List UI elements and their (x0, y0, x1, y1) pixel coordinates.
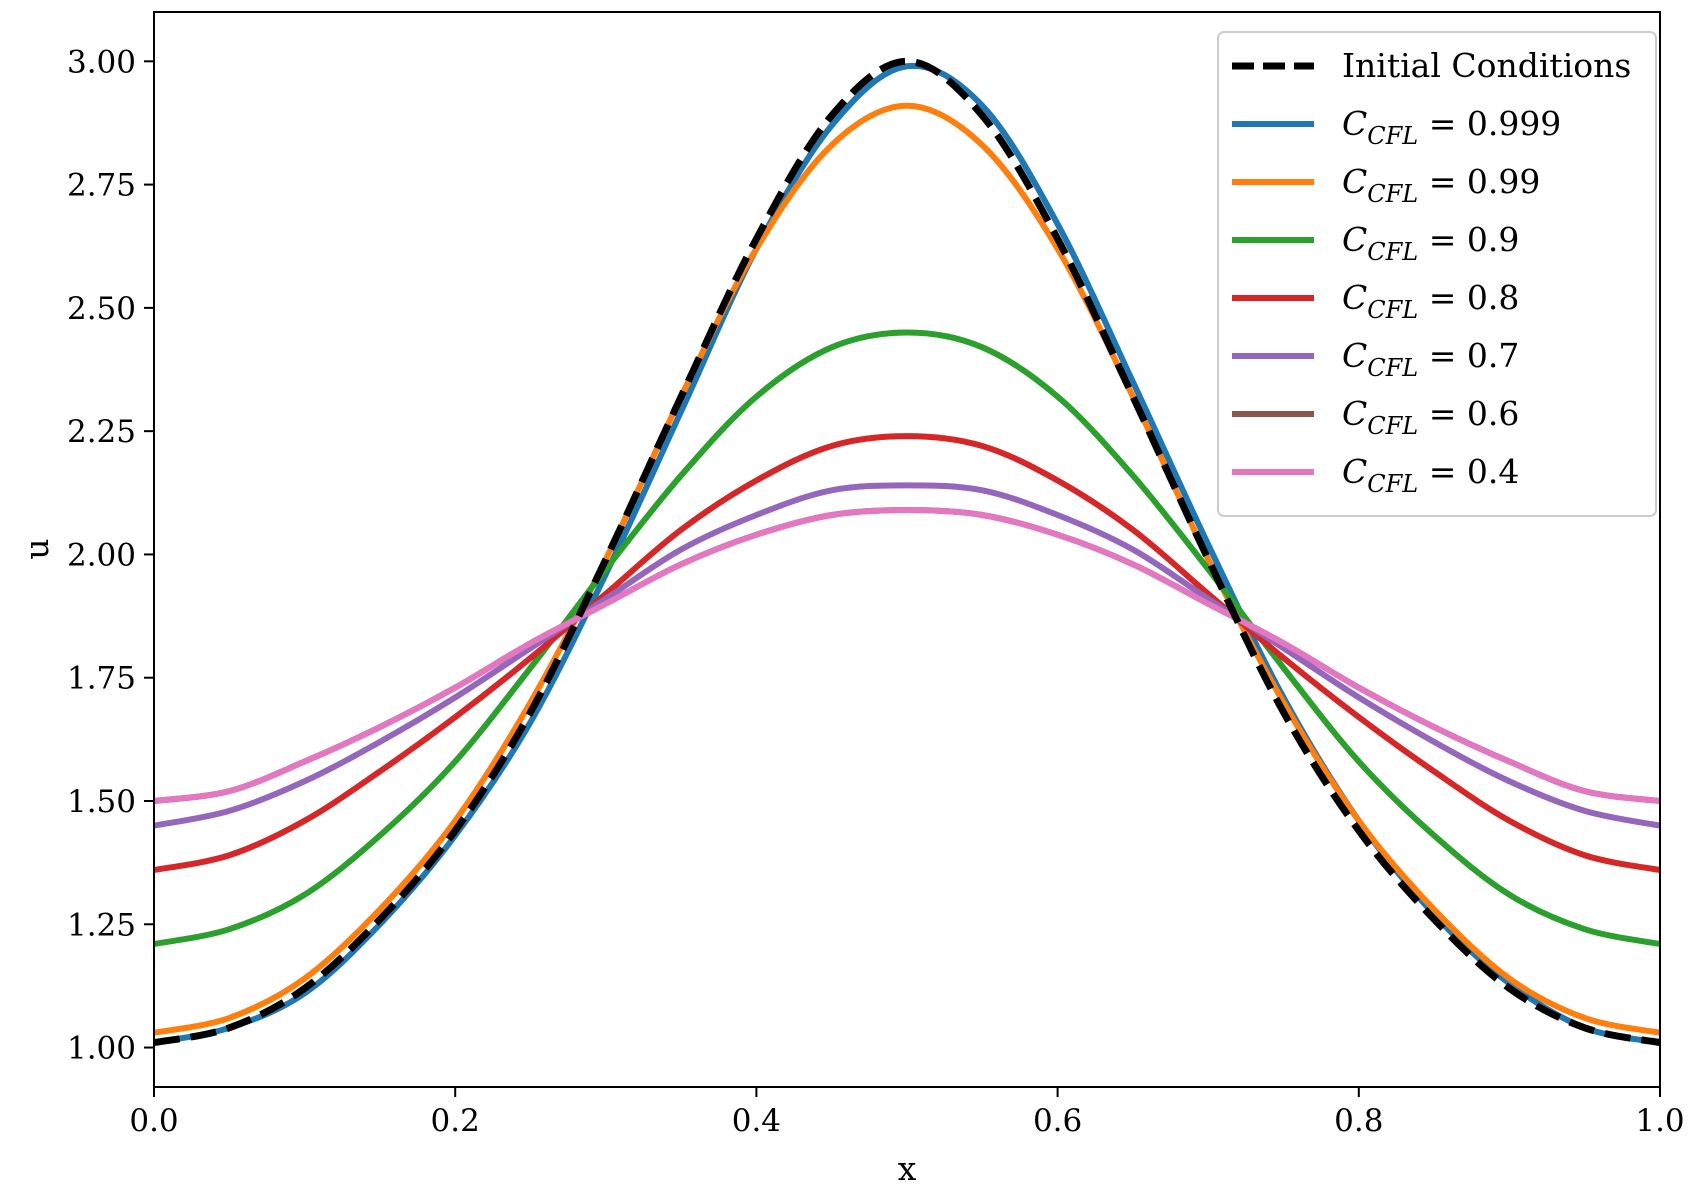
series-lines (154, 57, 1660, 1047)
y-tick-label: 2.50 (67, 291, 136, 327)
y-axis-label: u (17, 538, 56, 559)
x-axis-label: x (898, 1149, 917, 1188)
y-tick-label: 3.00 (67, 44, 136, 80)
series-line-3 (154, 329, 1660, 947)
legend-entry-label: CCFL = 0.9 (1342, 220, 1519, 266)
x-tick-label: 0.2 (431, 1103, 480, 1139)
legend: Initial Conditions CCFL = 0.999 CCFL = 0.9… (1217, 31, 1657, 517)
series-line-4 (154, 433, 1660, 873)
legend-entry-label: CCFL = 0.8 (1342, 278, 1519, 324)
x-tick-label: 0.0 (129, 1103, 178, 1139)
x-tick-label: 0.8 (1334, 1103, 1383, 1139)
legend-entry-label: CCFL = 0.99 (1342, 162, 1540, 208)
series-line-7 (154, 507, 1660, 804)
series-line-2 (154, 102, 1660, 1036)
y-tick-label: 2.25 (67, 414, 136, 450)
series-line-6 (154, 507, 1660, 804)
axis-ticks: 0.0 0.2 0.4 0.6 0.8 1.0 1.00 1.25 1.50 1.75 2.00 2.… (67, 44, 1685, 1139)
legend-box (1217, 31, 1657, 517)
legend-entry-label: Initial Conditions (1342, 46, 1631, 85)
x-tick-label: 0.6 (1033, 1103, 1082, 1139)
series-line-0 (154, 57, 1660, 1047)
y-tick-label: 1.50 (67, 784, 136, 820)
y-tick-label: 2.00 (67, 537, 136, 573)
legend-entry-label: CCFL = 0.4 (1342, 452, 1519, 498)
legend-entry-label: CCFL = 0.7 (1342, 336, 1519, 382)
y-tick-label: 1.25 (67, 907, 136, 943)
y-tick-label: 1.00 (67, 1031, 136, 1067)
y-tick-label: 1.75 (67, 661, 136, 697)
series-line-5 (154, 482, 1660, 829)
x-tick-label: 1.0 (1635, 1103, 1684, 1139)
plot-frame (153, 11, 1661, 1088)
x-tick-label: 0.4 (732, 1103, 781, 1139)
legend-entry-label: CCFL = 0.6 (1342, 394, 1519, 440)
legend-entry-label: CCFL = 0.999 (1342, 104, 1561, 150)
y-tick-label: 2.75 (67, 168, 136, 204)
